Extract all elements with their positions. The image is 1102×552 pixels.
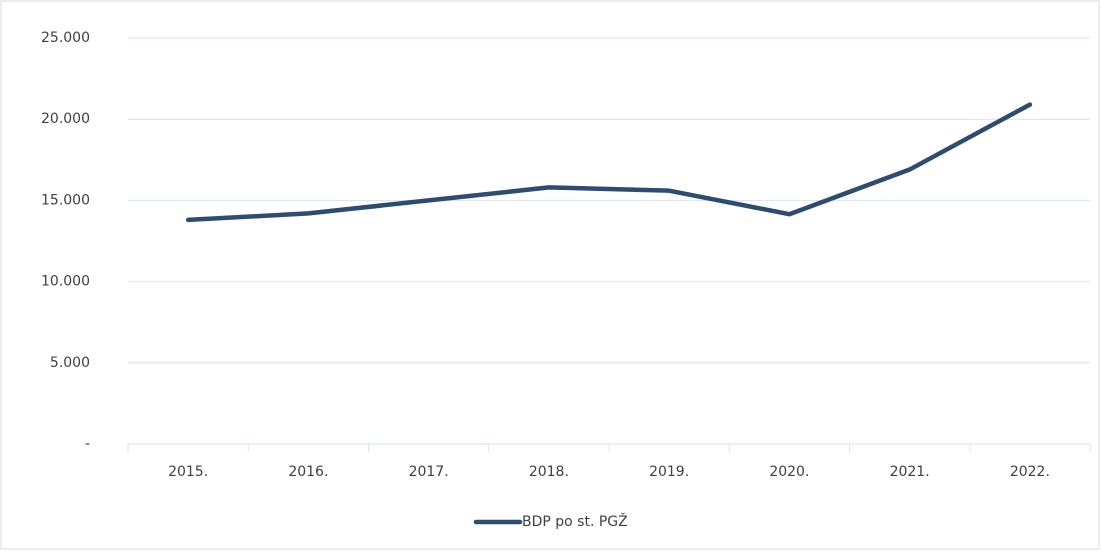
- y-tick-label: 15.000: [41, 192, 90, 208]
- y-tick-label: -: [85, 436, 90, 452]
- y-tick-label: 25.000: [41, 30, 90, 46]
- y-tick-label: 5.000: [50, 355, 90, 371]
- x-tick-label: 2020.: [769, 464, 809, 480]
- y-tick-label: 10.000: [41, 274, 90, 290]
- x-tick-label: 2016.: [288, 464, 328, 480]
- x-tick-label: 2017.: [409, 464, 449, 480]
- legend-label: BDP po st. PGŽ: [522, 512, 628, 530]
- data-line: [185, 102, 1033, 223]
- x-tick-label: 2022.: [1010, 464, 1050, 480]
- x-tick-label: 2015.: [168, 464, 208, 480]
- y-tick-label: 20.000: [41, 111, 90, 127]
- x-tick-label: 2021.: [890, 464, 930, 480]
- x-tick-label: 2018.: [529, 464, 569, 480]
- x-tick-label: 2019.: [649, 464, 689, 480]
